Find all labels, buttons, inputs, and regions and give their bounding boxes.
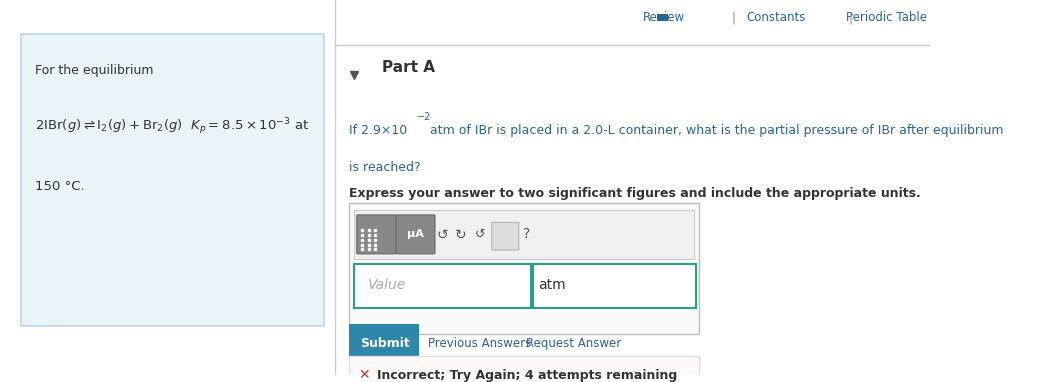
- Text: Constants: Constants: [747, 11, 806, 24]
- Text: Periodic Table: Periodic Table: [845, 11, 927, 24]
- Text: ↻: ↻: [456, 227, 467, 241]
- FancyBboxPatch shape: [357, 215, 396, 254]
- Text: If 2.9×10: If 2.9×10: [349, 124, 408, 137]
- Text: Request Answer: Request Answer: [527, 337, 621, 350]
- Text: is reached?: is reached?: [349, 161, 421, 174]
- Text: Value: Value: [367, 278, 406, 292]
- Text: atm: atm: [538, 278, 566, 292]
- Text: |: |: [732, 11, 736, 24]
- FancyBboxPatch shape: [533, 264, 696, 308]
- Text: ↺: ↺: [475, 228, 485, 241]
- Text: |: |: [849, 11, 852, 24]
- FancyBboxPatch shape: [354, 210, 693, 259]
- FancyBboxPatch shape: [492, 222, 519, 250]
- FancyBboxPatch shape: [349, 202, 699, 334]
- Text: Express your answer to two significant figures and include the appropriate units: Express your answer to two significant f…: [349, 188, 921, 201]
- Text: Previous Answers: Previous Answers: [428, 337, 532, 350]
- Text: μA: μA: [407, 229, 424, 240]
- Text: Submit: Submit: [360, 337, 410, 350]
- Text: atm of IBr is placed in a 2.0-L container, what is the partial pressure of IBr a: atm of IBr is placed in a 2.0-L containe…: [426, 124, 1004, 137]
- Text: Review: Review: [643, 11, 685, 24]
- FancyBboxPatch shape: [349, 324, 419, 362]
- FancyBboxPatch shape: [354, 264, 531, 308]
- FancyBboxPatch shape: [656, 14, 668, 21]
- Text: $\mathregular{2IBr}(g) \rightleftharpoons \mathregular{I_2}(g) + \mathregular{Br: $\mathregular{2IBr}(g) \rightleftharpoon…: [35, 116, 310, 137]
- FancyBboxPatch shape: [349, 356, 699, 382]
- Text: −2: −2: [417, 113, 431, 123]
- Text: Incorrect; Try Again; 4 attempts remaining: Incorrect; Try Again; 4 attempts remaini…: [377, 369, 678, 382]
- Text: For the equilibrium: For the equilibrium: [35, 64, 154, 77]
- Text: ?: ?: [523, 227, 530, 241]
- Text: 150 °C.: 150 °C.: [35, 180, 85, 193]
- Text: Part A: Part A: [382, 60, 434, 75]
- Text: ↺: ↺: [436, 227, 448, 241]
- Text: ✕: ✕: [359, 368, 371, 382]
- FancyBboxPatch shape: [396, 215, 435, 254]
- FancyBboxPatch shape: [21, 34, 324, 326]
